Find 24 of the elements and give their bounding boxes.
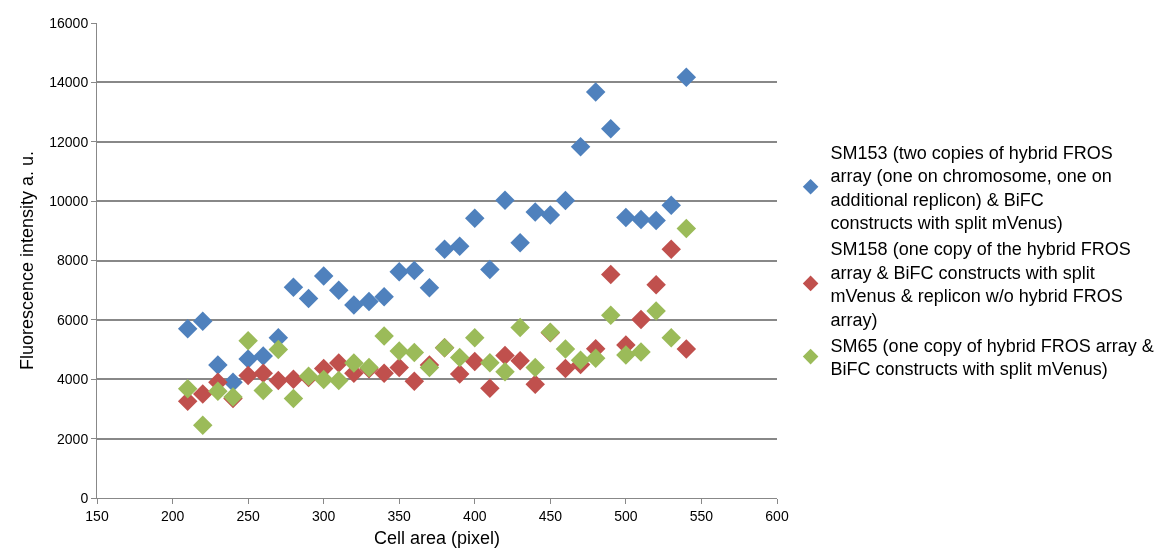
legend-label: SM153 (two copies of hybrid FROS array (one on chromosome, one on additional replicon) & BiFC constructs with split mVenus) [830,142,1113,233]
x-tick-label: 450 [538,507,563,524]
x-tick-label: 400 [463,507,487,524]
y-tick-label: 8000 [57,252,89,269]
x-tick-label: 600 [765,507,789,524]
x-tick-label: 550 [689,507,714,524]
y-tick-label: 10000 [49,193,89,210]
y-tick-label: 4000 [57,371,89,388]
y-tick-label: 12000 [49,133,89,150]
legend-label: SM65 (one copy of hybrid FROS array & BiFC constructs with split mVenus) [830,335,1154,380]
y-tick-label: 0 [80,489,89,506]
y-tick-label: 6000 [57,311,89,328]
legend-label: SM158 (one copy of the hybrid FROS array & BiFC constructs with split mVenus & replicon w/o hybrid FROS array) [830,239,1131,330]
y-tick-label: 14000 [49,74,89,91]
x-tick-label: 250 [236,507,260,524]
y-tick-label: 2000 [57,430,89,447]
x-tick-label: 350 [387,507,412,524]
x-tick-label: 300 [311,507,336,524]
y-tick-label: 16000 [49,14,89,31]
x-tick-label: 150 [85,507,109,524]
x-tick-label: 500 [614,507,638,524]
x-axis-title: Cell area (pixel) [373,527,501,548]
x-tick-label: 200 [160,507,185,524]
y-axis-title: Fluorescence intensity a. u. [17,150,38,371]
